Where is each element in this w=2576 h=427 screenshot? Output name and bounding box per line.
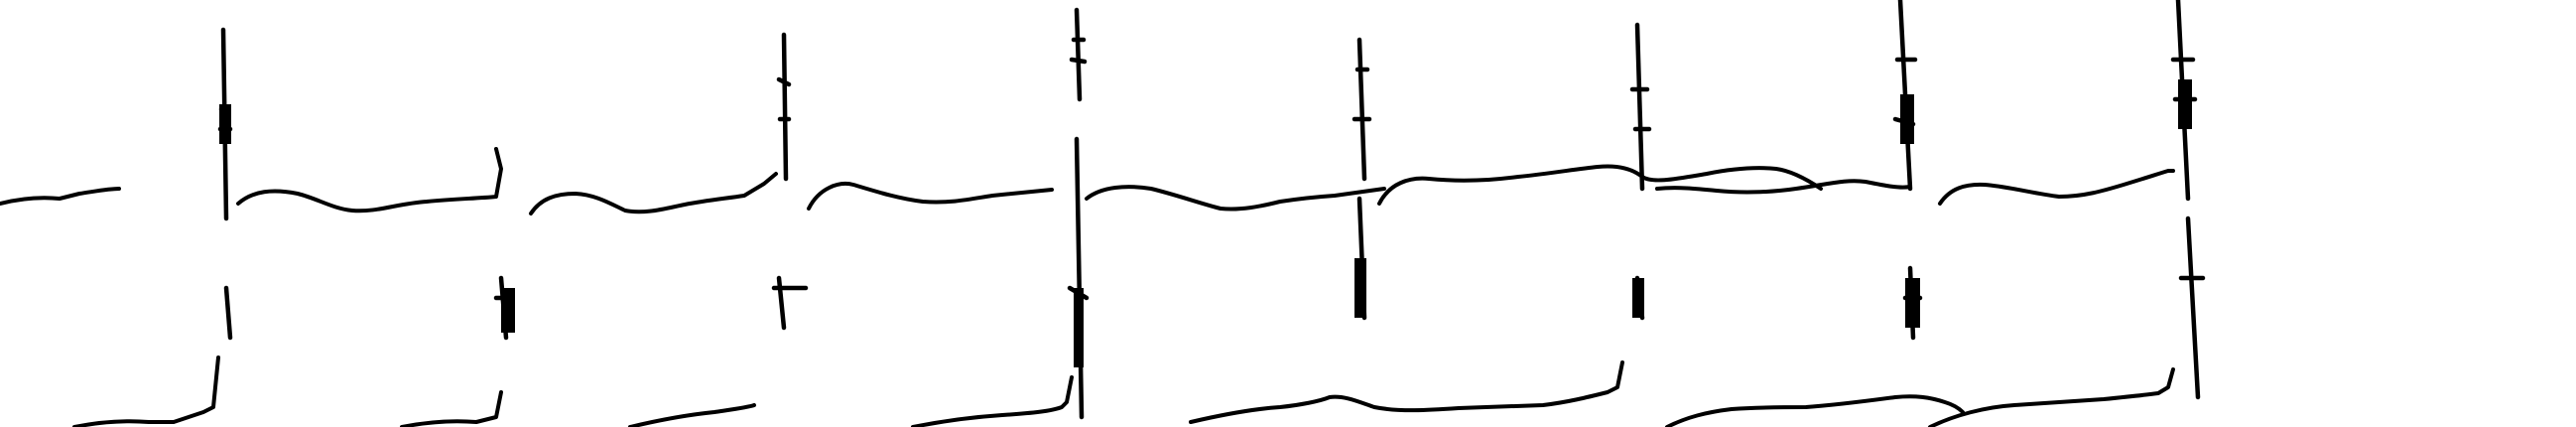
upper-spike-2 bbox=[776, 32, 792, 182]
upper-baseline-segment-8 bbox=[1938, 169, 2175, 206]
upper-spike-5 bbox=[1629, 22, 1652, 192]
lower-baseline-segment-6 bbox=[1665, 394, 1965, 427]
upper-baseline-segment-4 bbox=[807, 182, 1054, 211]
lower-spike-4 bbox=[1067, 136, 1090, 420]
lower-baseline-segment-2 bbox=[400, 390, 503, 427]
blot-5 bbox=[1632, 278, 1644, 318]
blot-6 bbox=[1905, 278, 1920, 328]
upper-baseline-segment-3 bbox=[529, 172, 778, 215]
blot-1 bbox=[219, 104, 231, 144]
upper-spike-4 bbox=[1352, 37, 1372, 182]
lower-spike-1 bbox=[223, 285, 233, 341]
upper-baseline-segment-5 bbox=[1085, 185, 1386, 212]
lower-spike-3 bbox=[771, 275, 809, 331]
upper-spike-3 bbox=[1069, 7, 1088, 102]
upper-baseline-segment-6 bbox=[1377, 164, 1823, 206]
upper-baseline-segment-2 bbox=[236, 147, 503, 214]
blot-7 bbox=[1900, 94, 1914, 144]
lower-spike-8 bbox=[2178, 215, 2206, 400]
lower-baseline-segment-5 bbox=[1189, 360, 1624, 424]
lower-baseline-segment-3 bbox=[628, 403, 756, 427]
qrs-spikes bbox=[217, 0, 2206, 420]
blot-8 bbox=[2178, 79, 2192, 129]
blot-3 bbox=[1074, 288, 1084, 367]
lower-baseline-segment-1 bbox=[72, 356, 220, 427]
upper-lead-trace bbox=[0, 147, 2175, 215]
upper-baseline-segment-1 bbox=[0, 187, 121, 206]
lower-baseline-segment-4 bbox=[911, 375, 1074, 427]
blot-4 bbox=[1354, 258, 1366, 318]
ink-blots bbox=[219, 79, 2192, 367]
upper-baseline-segment-7 bbox=[1655, 179, 1912, 195]
lower-baseline-segment-7 bbox=[1928, 367, 2175, 427]
blot-2 bbox=[501, 288, 515, 333]
lower-lead-trace bbox=[72, 356, 2175, 427]
